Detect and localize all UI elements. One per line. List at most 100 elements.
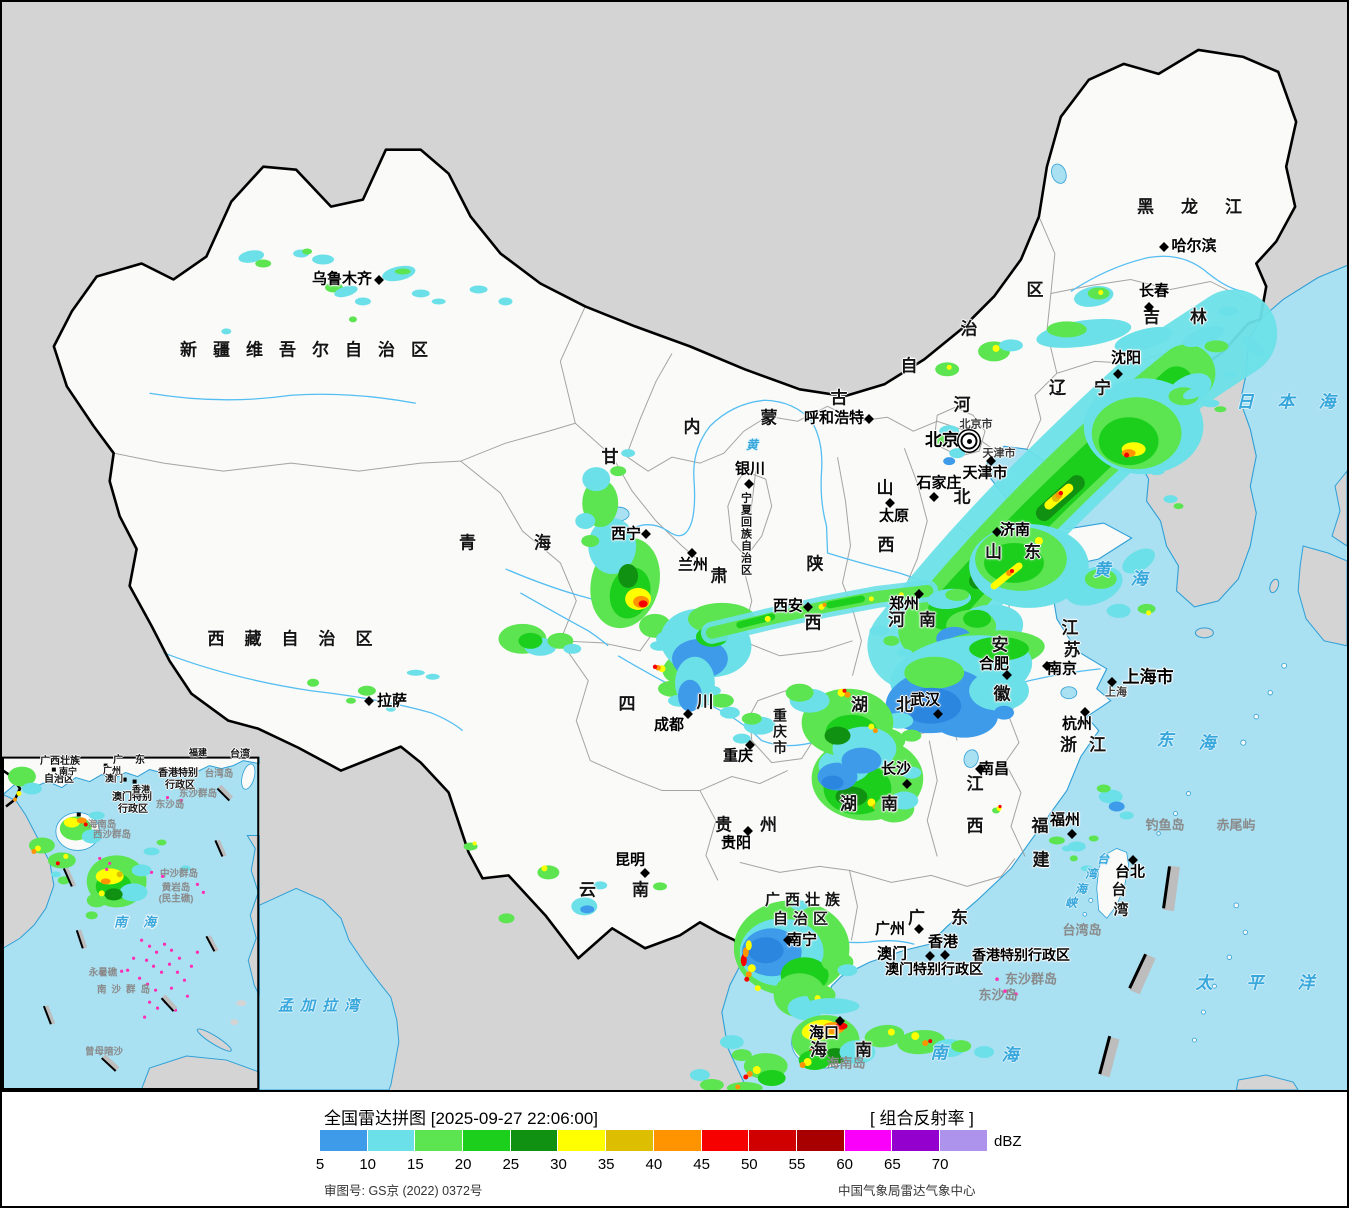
scale-block-25 bbox=[510, 1130, 558, 1151]
inset-admin-label: 行政区 bbox=[118, 804, 148, 815]
scale-block-20 bbox=[463, 1130, 510, 1151]
city-label: 郑州 bbox=[888, 595, 920, 613]
city-label: 合肥 bbox=[978, 655, 1010, 673]
sea-label: 太平洋 bbox=[1195, 973, 1347, 993]
sea-label: 台 bbox=[1096, 852, 1110, 866]
province-label: 重庆市 bbox=[772, 708, 788, 756]
scale-tick-30: 30 bbox=[550, 1156, 567, 1173]
province-label: 河南 bbox=[888, 610, 950, 630]
city-label: 重庆 bbox=[722, 747, 754, 765]
inset-admin-label: 自治区 bbox=[44, 774, 74, 785]
city-label: 西宁 bbox=[610, 525, 642, 543]
product-label: [ 组合反射率 ] bbox=[870, 1109, 974, 1128]
inset-island-label: 黄岩岛 bbox=[161, 882, 191, 894]
inset-island-label: 西沙群岛 bbox=[92, 829, 132, 841]
province-label: 西藏自治区 bbox=[207, 629, 393, 649]
inset-sea-label: 南海 bbox=[113, 914, 173, 930]
scale-block-30 bbox=[558, 1130, 606, 1151]
inset-map bbox=[2, 756, 260, 1090]
city-label: 南昌 bbox=[978, 760, 1010, 778]
inset-admin-label: 广西壮族 bbox=[40, 756, 80, 767]
province-label: 四 bbox=[618, 694, 636, 714]
island-label: 钓鱼岛 bbox=[1145, 817, 1185, 833]
city-label: 银川 bbox=[734, 460, 766, 478]
province-label: 湾 bbox=[1113, 901, 1129, 919]
boundary-dash-lines bbox=[1098, 865, 1180, 1078]
scale-tick-10: 10 bbox=[359, 1156, 377, 1173]
city-small-label: 北京市 bbox=[959, 418, 993, 431]
city-label: 太原 bbox=[878, 507, 910, 525]
inset-island-label: (民主礁) bbox=[158, 893, 194, 905]
province-label: 西 bbox=[966, 816, 984, 836]
inset-island-label: 东沙岛 bbox=[155, 799, 185, 811]
province-label: 山 bbox=[876, 478, 894, 498]
province-label: 广东 bbox=[908, 908, 994, 928]
province-label: 西 bbox=[804, 613, 822, 633]
province-label: 辽宁 bbox=[1049, 378, 1139, 398]
province-label: 治 bbox=[960, 319, 978, 339]
province-label: 湖北 bbox=[851, 695, 941, 715]
island-label: 东沙岛 bbox=[978, 987, 1018, 1003]
province-label: 陕 bbox=[806, 554, 824, 574]
city-label: 贵阳 bbox=[720, 834, 752, 852]
island-label: 东沙群岛 bbox=[1004, 971, 1058, 987]
city-label: 天津市 bbox=[962, 464, 1008, 482]
province-label: 湖南 bbox=[840, 794, 922, 814]
province-label: 黑龙江 bbox=[1137, 197, 1269, 217]
province-label: 建 bbox=[1032, 850, 1050, 870]
city-label: 台北 bbox=[1114, 863, 1146, 881]
inset-island-label: 曾母暗沙 bbox=[84, 1046, 124, 1058]
national-border bbox=[52, 48, 1298, 963]
inset-admin-label: 香港特别 bbox=[158, 768, 198, 779]
inset-island-label: 永暑礁 bbox=[88, 967, 118, 979]
city-label: 南京 bbox=[1046, 660, 1078, 678]
province-label: 贵州 bbox=[715, 815, 805, 835]
inset-island-label: 东沙群岛 bbox=[178, 788, 218, 800]
sea-label: 南 bbox=[930, 1043, 948, 1063]
city-label: 杭州 bbox=[1061, 715, 1093, 733]
city-label: 成都 bbox=[653, 716, 685, 734]
city-label: 福州 bbox=[1049, 811, 1081, 829]
sea-label: 海 bbox=[1198, 733, 1216, 753]
inset-island-label: 中沙群岛 bbox=[159, 868, 199, 880]
inset-admin-label: 广州 bbox=[102, 765, 122, 776]
scale-tick-45: 45 bbox=[693, 1156, 710, 1173]
province-label: 浙江 bbox=[1060, 735, 1118, 755]
scale-block-50 bbox=[749, 1130, 796, 1151]
coastline bbox=[721, 265, 1347, 1090]
color-scale-bar bbox=[320, 1130, 988, 1151]
province-label: 云南 bbox=[579, 880, 685, 900]
sea-label: 日本海 bbox=[1236, 392, 1336, 412]
scale-tick-25: 25 bbox=[502, 1156, 520, 1173]
province-label: 徽 bbox=[993, 684, 1011, 704]
sea-label: 海 bbox=[1130, 569, 1148, 589]
city-label: 北京 bbox=[925, 430, 959, 450]
city-label: 广州 bbox=[874, 920, 906, 938]
province-label: 河 bbox=[953, 395, 971, 415]
province-label: 区 bbox=[1026, 280, 1044, 300]
province-label: 北 bbox=[953, 487, 971, 507]
map-title: 全国雷达拼图 [2025-09-27 22:06:00] bbox=[324, 1109, 599, 1128]
scale-block-35 bbox=[606, 1130, 653, 1151]
city-label: 哈尔滨 bbox=[1171, 237, 1217, 255]
radar-echoes bbox=[221, 248, 1278, 1090]
radar-map: .e1{fill:#3D9BEA}.e1d{fill:#2B86DF}.e2{f… bbox=[2, 2, 1347, 1090]
province-label: 古 bbox=[830, 388, 848, 408]
inset-city-markers bbox=[51, 763, 137, 817]
city-label: 石家庄 bbox=[916, 474, 962, 492]
scale-block-70 bbox=[939, 1130, 987, 1151]
sea-label: 湾 bbox=[1084, 867, 1098, 881]
inset-admin-label: 台湾 bbox=[230, 749, 250, 760]
scale-block-55 bbox=[796, 1130, 844, 1151]
map-svg: .e1{fill:#3D9BEA}.e1d{fill:#2B86DF}.e2{f… bbox=[2, 2, 1347, 1090]
scale-tick-60: 60 bbox=[836, 1156, 854, 1173]
city-label: 拉萨 bbox=[376, 692, 408, 710]
scale-tick-70: 70 bbox=[931, 1156, 949, 1173]
scale-tick-20: 20 bbox=[454, 1156, 472, 1173]
capital-marker bbox=[960, 432, 978, 450]
inset-island-markers bbox=[98, 795, 205, 1019]
province-label: 内 bbox=[683, 417, 701, 437]
scale-tick-40: 40 bbox=[645, 1156, 663, 1173]
scale-tick-35: 35 bbox=[597, 1156, 615, 1173]
